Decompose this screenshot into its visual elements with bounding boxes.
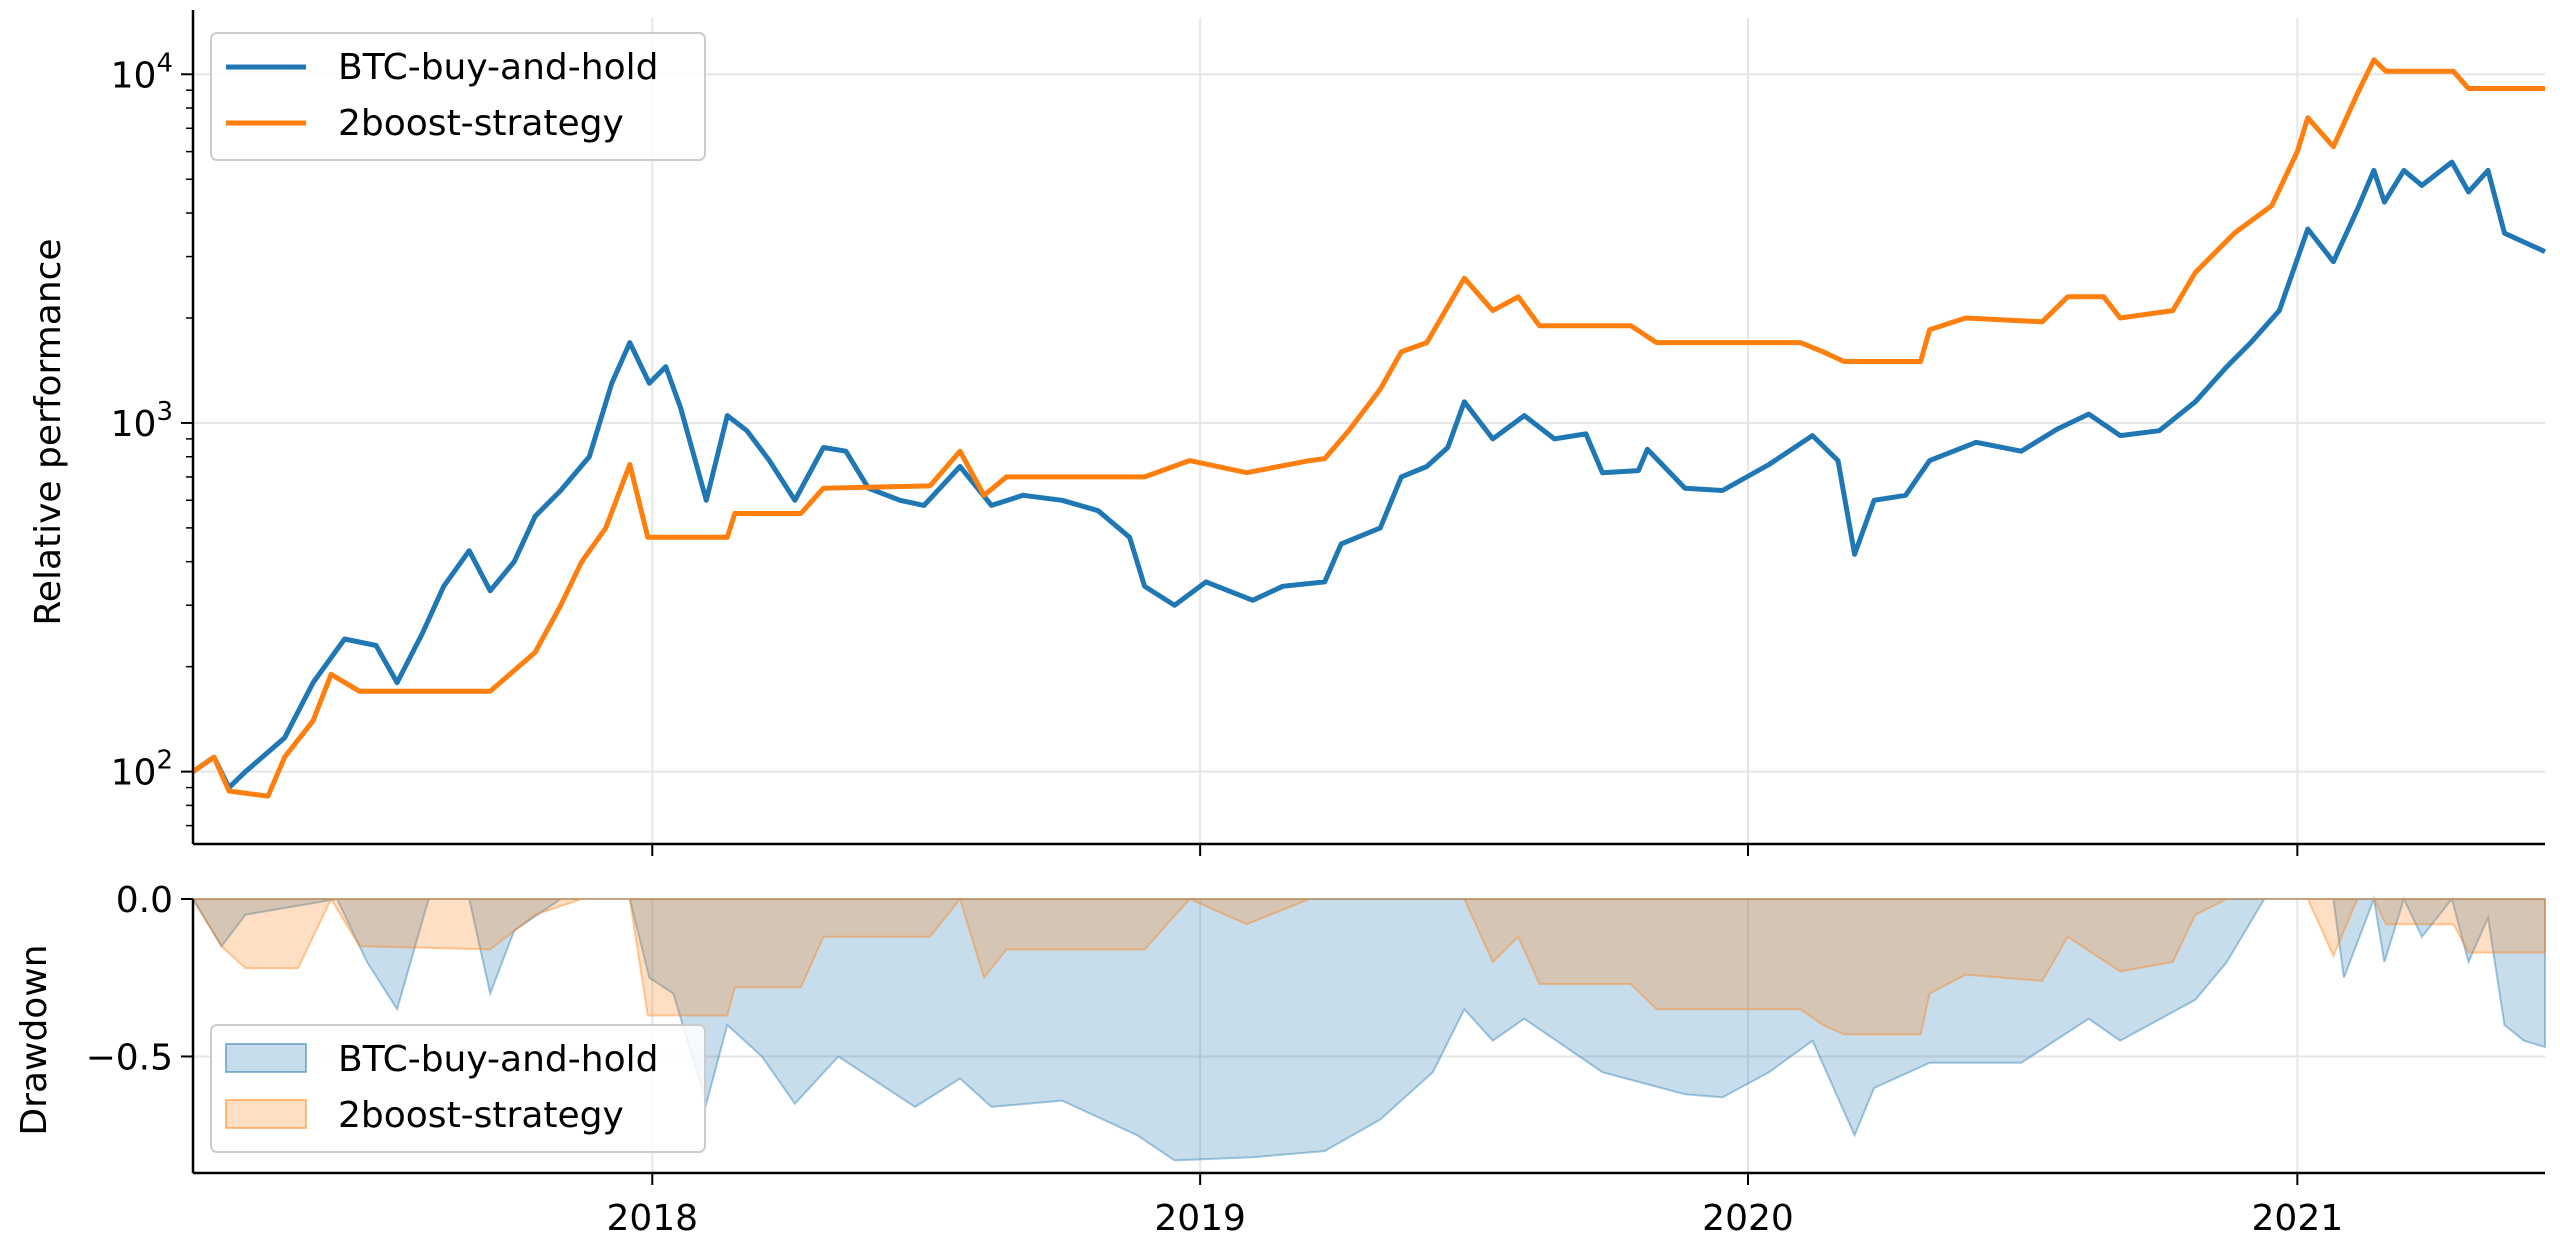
legend-frame bbox=[210, 32, 706, 161]
y-tick-label: −0.5 bbox=[86, 1037, 173, 1078]
top-axes bbox=[191, 10, 2545, 856]
top-legend: BTC-buy-and-hold 2boost-strategy bbox=[210, 32, 706, 161]
bottom-series-areas bbox=[191, 895, 2546, 1162]
y-tick-exponent: 4 bbox=[156, 48, 173, 78]
bottom-x-ticks: 2018 2019 2020 2021 bbox=[606, 1173, 2343, 1239]
top-series-lines bbox=[191, 57, 2547, 799]
x-tick-label: 2018 bbox=[606, 1198, 698, 1239]
y-tick-exponent: 2 bbox=[156, 746, 173, 776]
y-tick-label: 0.0 bbox=[116, 880, 173, 921]
bottom-legend: BTC-buy-and-hold 2boost-strategy bbox=[210, 1024, 706, 1153]
legend-label-btc: BTC-buy-and-hold bbox=[338, 47, 658, 88]
top-y-ticks: 102 103 104 bbox=[111, 48, 193, 827]
y-tick-label: 103 bbox=[111, 397, 173, 445]
drawdown-area-btc bbox=[191, 895, 2546, 1162]
legend-frame bbox=[210, 1024, 706, 1153]
series-line-2boost bbox=[191, 57, 2545, 799]
legend-swatch-2boost-area bbox=[225, 1099, 307, 1129]
y-axis-title-top: Relative performance bbox=[28, 238, 69, 625]
legend-label-2boost: 2boost-strategy bbox=[338, 103, 624, 144]
legend-swatch-btc-area bbox=[225, 1043, 307, 1073]
y-axis-title-bottom: Drawdown bbox=[14, 944, 55, 1135]
top-panel: 102 103 104 Relative performance BTC-buy-a… bbox=[28, 10, 2547, 856]
legend-label-2boost: 2boost-strategy bbox=[338, 1095, 624, 1136]
y-tick-label: 102 bbox=[111, 746, 173, 794]
series-line-btc bbox=[191, 159, 2547, 791]
bottom-y-ticks: 0.0 −0.5 bbox=[86, 880, 193, 1078]
x-tick-label: 2019 bbox=[1154, 1198, 1246, 1239]
bottom-axes bbox=[191, 899, 2545, 1175]
x-tick-label: 2021 bbox=[2252, 1198, 2344, 1239]
drawdown-area-2boost bbox=[191, 896, 2546, 1036]
legend-label-btc: BTC-buy-and-hold bbox=[338, 1039, 658, 1080]
y-tick-label: 104 bbox=[111, 48, 173, 96]
x-tick-label: 2020 bbox=[1702, 1198, 1794, 1239]
bottom-panel: 0.0 −0.5 2018 2019 2020 2021 Drawdown BTC-bu… bbox=[14, 880, 2546, 1239]
y-tick-exponent: 3 bbox=[156, 397, 173, 427]
